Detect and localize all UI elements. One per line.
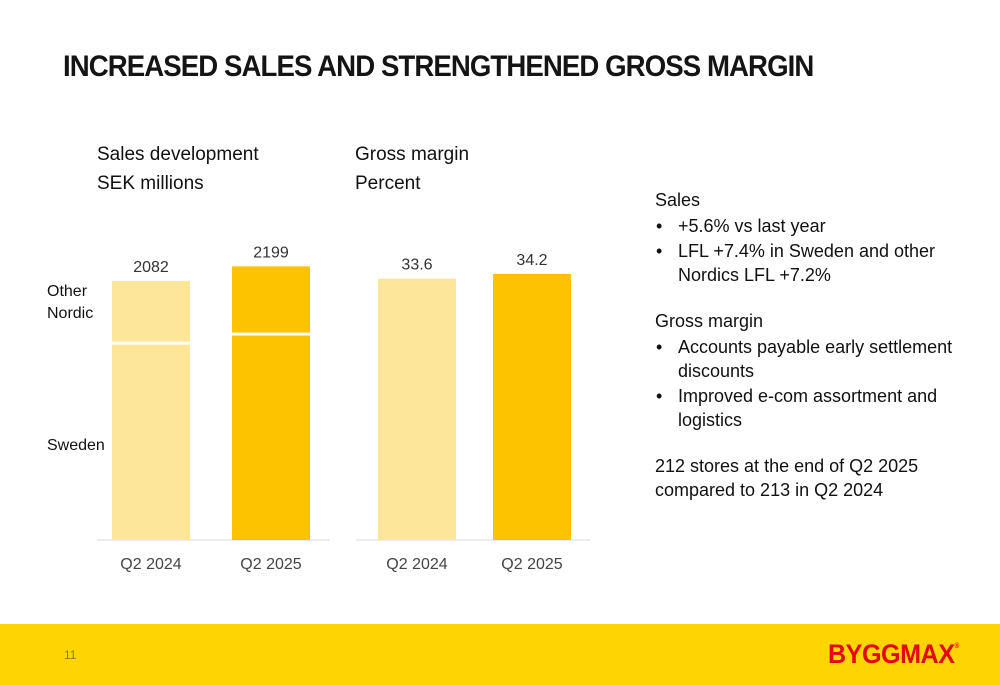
list-item: • +5.6% vs last year	[655, 214, 985, 238]
registered-mark-icon: ®	[954, 643, 959, 650]
bullet-text: LFL +7.4% in Sweden and other Nordics LF…	[678, 241, 936, 285]
page-number: 11	[64, 648, 77, 662]
gross-margin-x-tick-label: Q2 2025	[501, 556, 562, 573]
gross-margin-chart-subtitle: Percent	[355, 173, 421, 194]
sales-bar-sweden-q2-2025	[232, 335, 310, 540]
byggmax-logo: BYGGMAX®	[828, 639, 959, 670]
gross-margin-chart-header: Gross margin Percent	[355, 140, 469, 198]
bullet-text: Improved e-com assortment and logistics	[678, 386, 938, 430]
bullet-icon: •	[656, 337, 663, 357]
sales-commentary-heading: Sales	[655, 190, 701, 210]
gross-margin-bar-q2-2025	[493, 274, 571, 540]
sales-bullet-list: • +5.6% vs last year • LFL +7.4% in Sweden…	[655, 214, 985, 287]
sales-total-label: 2082	[133, 259, 169, 276]
sales-chart-title: Sales development	[97, 144, 259, 165]
list-item: • LFL +7.4% in Sweden and other Nordics L…	[655, 239, 985, 287]
sales-commentary: Sales • +5.6% vs last year • LFL +7.4% in …	[655, 188, 985, 287]
sales-chart-header: Sales development SEK millions	[97, 140, 259, 198]
bullet-icon: •	[656, 241, 663, 261]
gross-margin-bar-q2-2024	[378, 278, 456, 540]
segment-label-sweden: Sweden	[47, 437, 105, 454]
gross-margin-x-tick-label: Q2 2024	[386, 556, 447, 573]
commentary-panel: Sales • +5.6% vs last year • LFL +7.4% in …	[655, 188, 985, 502]
sales-bar-other-nordic-q2-2025	[232, 266, 310, 333]
margin-commentary: Gross margin • Accounts payable early set…	[655, 309, 985, 432]
sales-chart-subtitle: SEK millions	[97, 173, 204, 194]
slide-title: INCREASED SALES AND STRENGTHENED GROSS M…	[63, 50, 814, 83]
sales-bar-other-nordic-q2-2024	[112, 280, 190, 342]
sales-total-label: 2199	[253, 244, 289, 261]
list-item: • Accounts payable early settlement disco…	[655, 335, 985, 383]
list-item: • Improved e-com assortment and logistics	[655, 384, 985, 432]
footer-band	[0, 624, 1000, 685]
stores-note: 212 stores at the end of Q2 2025 compare…	[655, 456, 919, 500]
sales-x-tick-label: Q2 2024	[120, 556, 181, 573]
segment-label-other-nordic: Other Nordic	[47, 283, 94, 322]
gross-margin-value-label: 33.6	[401, 257, 432, 274]
bullet-icon: •	[656, 386, 663, 406]
logo-text: BYGGMAX	[828, 639, 955, 669]
margin-commentary-heading: Gross margin	[655, 311, 764, 331]
margin-bullet-list: • Accounts payable early settlement disco…	[655, 335, 985, 432]
bullet-text: +5.6% vs last year	[678, 216, 826, 236]
gross-margin-value-label: 34.2	[516, 252, 547, 269]
sales-bar-sweden-q2-2024	[112, 344, 190, 540]
sales-x-tick-label: Q2 2025	[240, 556, 301, 573]
bullet-text: Accounts payable early settlement discou…	[678, 337, 953, 381]
gross-margin-chart-title: Gross margin	[355, 144, 470, 165]
bullet-icon: •	[656, 216, 663, 236]
